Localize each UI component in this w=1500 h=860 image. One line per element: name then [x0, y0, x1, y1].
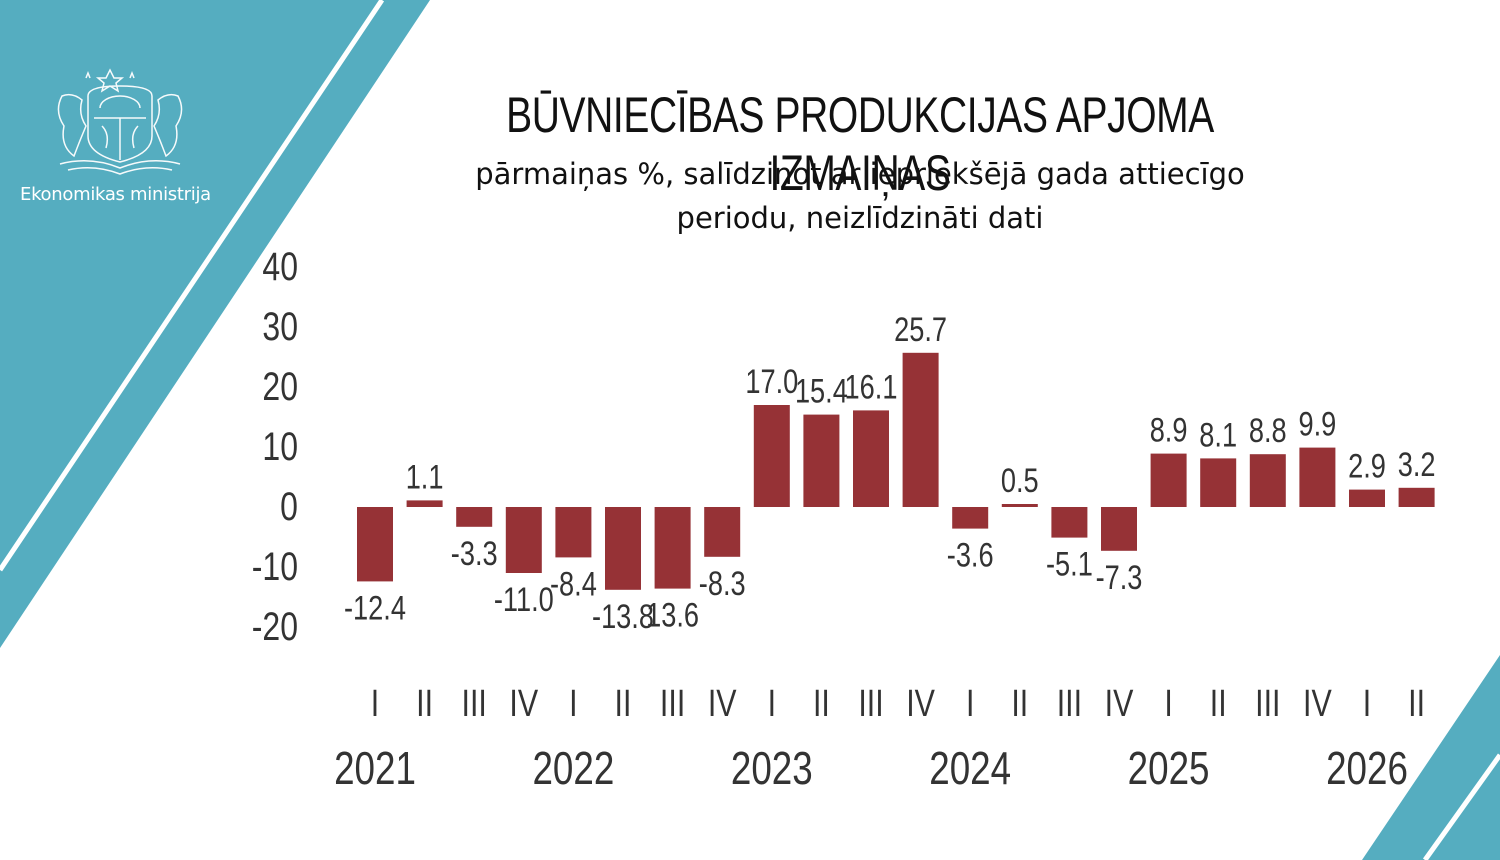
year-label: 2021 — [334, 742, 416, 794]
bar — [456, 507, 493, 527]
y-tick-label: 10 — [262, 424, 298, 469]
x-tick-label: III — [1255, 683, 1280, 725]
x-tick-label: I — [371, 683, 379, 725]
x-tick-label: II — [615, 683, 632, 725]
bar — [406, 500, 443, 507]
y-tick-label: 0 — [280, 484, 298, 529]
value-label: 1.1 — [406, 457, 444, 496]
y-tick-label: 20 — [262, 364, 298, 409]
bar — [753, 405, 790, 507]
x-tick-label: I — [1164, 683, 1172, 725]
bar — [1249, 454, 1286, 507]
value-label: -3.3 — [451, 534, 498, 573]
x-tick-label: II — [813, 683, 830, 725]
right-teal-band — [1362, 655, 1500, 860]
x-tick-label: IV — [509, 683, 538, 725]
value-label: -3.6 — [947, 536, 994, 575]
x-tick-label: II — [1011, 683, 1028, 725]
value-label: 9.9 — [1299, 405, 1337, 444]
x-tick-label: III — [660, 683, 685, 725]
subtitle-line-1: pārmaiņas %, salīdzinot ar iepriekšējā g… — [475, 157, 1245, 191]
x-tick-label: III — [462, 683, 487, 725]
value-label: -13.8 — [592, 597, 654, 636]
coat-of-arms-icon — [40, 56, 200, 176]
x-tick-label: I — [569, 683, 577, 725]
value-label: 2.9 — [1348, 447, 1386, 486]
bar — [1349, 489, 1385, 507]
bar — [505, 507, 542, 573]
x-tick-label: IV — [1303, 683, 1332, 725]
value-label: 13.6 — [646, 596, 699, 635]
value-label: 25.7 — [894, 310, 947, 349]
y-tick-label: 30 — [262, 304, 298, 349]
value-label: 8.1 — [1199, 415, 1237, 454]
value-label: 0.5 — [1001, 461, 1039, 500]
bar — [1200, 458, 1237, 507]
y-tick-label: 40 — [262, 244, 298, 289]
bar — [1001, 504, 1038, 507]
value-label: -8.3 — [699, 564, 746, 603]
x-tick-label: IV — [906, 683, 935, 725]
bar — [704, 507, 741, 557]
x-tick-label: I — [768, 683, 776, 725]
bar — [1051, 507, 1088, 538]
bar — [902, 352, 939, 507]
year-label: 2022 — [532, 742, 614, 794]
bar — [1398, 487, 1435, 507]
bar — [357, 507, 393, 582]
bar — [1150, 453, 1187, 507]
left-white-stripe — [0, 0, 385, 572]
year-label: 2025 — [1128, 742, 1210, 794]
value-label: -12.4 — [344, 588, 406, 627]
bar — [952, 507, 989, 529]
x-tick-label: III — [858, 683, 883, 725]
chart-title: BŪVNIECĪBAS PRODUKCIJAS APJOMA IZMAIŅAS — [506, 87, 1214, 201]
bar — [1299, 447, 1336, 507]
x-tick-label: II — [416, 683, 433, 725]
chart-subtitle: pārmaiņas %, salīdzinot ar iepriekšējā g… — [410, 152, 1310, 240]
x-tick-label: IV — [1105, 683, 1134, 725]
bar — [605, 507, 641, 590]
value-label: -11.0 — [494, 580, 554, 619]
year-label: 2026 — [1326, 742, 1408, 794]
y-tick-label: -20 — [252, 604, 298, 649]
bar — [803, 414, 840, 507]
x-tick-label: II — [1408, 683, 1425, 725]
bar — [654, 507, 691, 589]
bar — [853, 410, 889, 507]
bar — [1101, 507, 1137, 551]
value-label: -5.1 — [1046, 545, 1093, 584]
value-label: -7.3 — [1096, 558, 1143, 597]
y-tick-label: -10 — [252, 544, 298, 589]
value-label: 16.1 — [845, 367, 898, 406]
value-label: -8.4 — [550, 564, 597, 603]
year-label: 2023 — [731, 742, 813, 794]
value-label: 15.4 — [795, 372, 848, 411]
x-tick-label: III — [1057, 683, 1082, 725]
left-teal-band — [0, 0, 430, 648]
x-tick-label: IV — [708, 683, 737, 725]
subtitle-line-2: periodu, neizlīdzināti dati — [676, 201, 1044, 235]
ministry-name: Ekonomikas ministrija — [20, 184, 211, 205]
x-tick-label: I — [966, 683, 974, 725]
value-label: 8.8 — [1249, 411, 1287, 450]
bar — [555, 507, 592, 558]
value-label: 17.0 — [745, 362, 798, 401]
x-tick-label: II — [1210, 683, 1227, 725]
value-label: 3.2 — [1398, 445, 1436, 484]
value-label: 8.9 — [1150, 411, 1188, 450]
x-tick-label: I — [1363, 683, 1371, 725]
right-white-stripe — [1422, 753, 1500, 860]
year-label: 2024 — [929, 742, 1011, 794]
